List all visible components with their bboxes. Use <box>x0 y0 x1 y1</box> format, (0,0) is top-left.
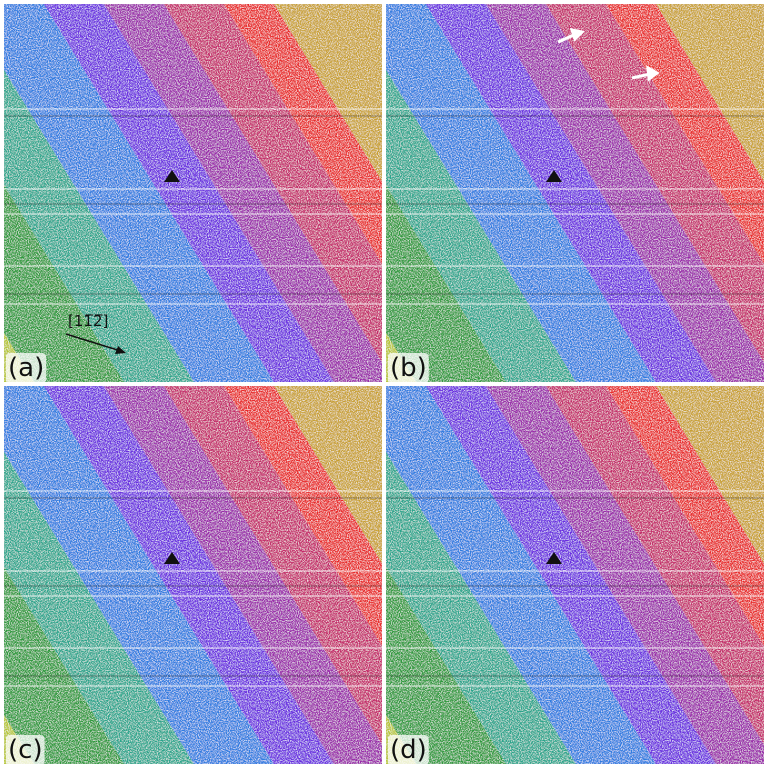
panel-label: (c) <box>8 735 43 765</box>
panel-a: [11̅2̅] (a) <box>0 4 768 383</box>
arrow-head <box>115 346 126 354</box>
direction-label: [11̅2̅] <box>68 312 108 330</box>
panel-label: (a) <box>8 353 44 383</box>
panel-label: (d) <box>390 735 427 765</box>
panel-d: (d) <box>0 386 768 765</box>
label-backdrop <box>388 735 429 765</box>
direction-arrow <box>65 333 125 353</box>
label-backdrop <box>6 353 47 383</box>
panel-b: (b) <box>0 4 768 383</box>
panel-label: (b) <box>390 353 427 383</box>
label-backdrop <box>388 353 429 383</box>
arrows <box>557 28 660 82</box>
label-backdrop <box>6 735 45 765</box>
panel-c: (c) <box>0 386 768 765</box>
